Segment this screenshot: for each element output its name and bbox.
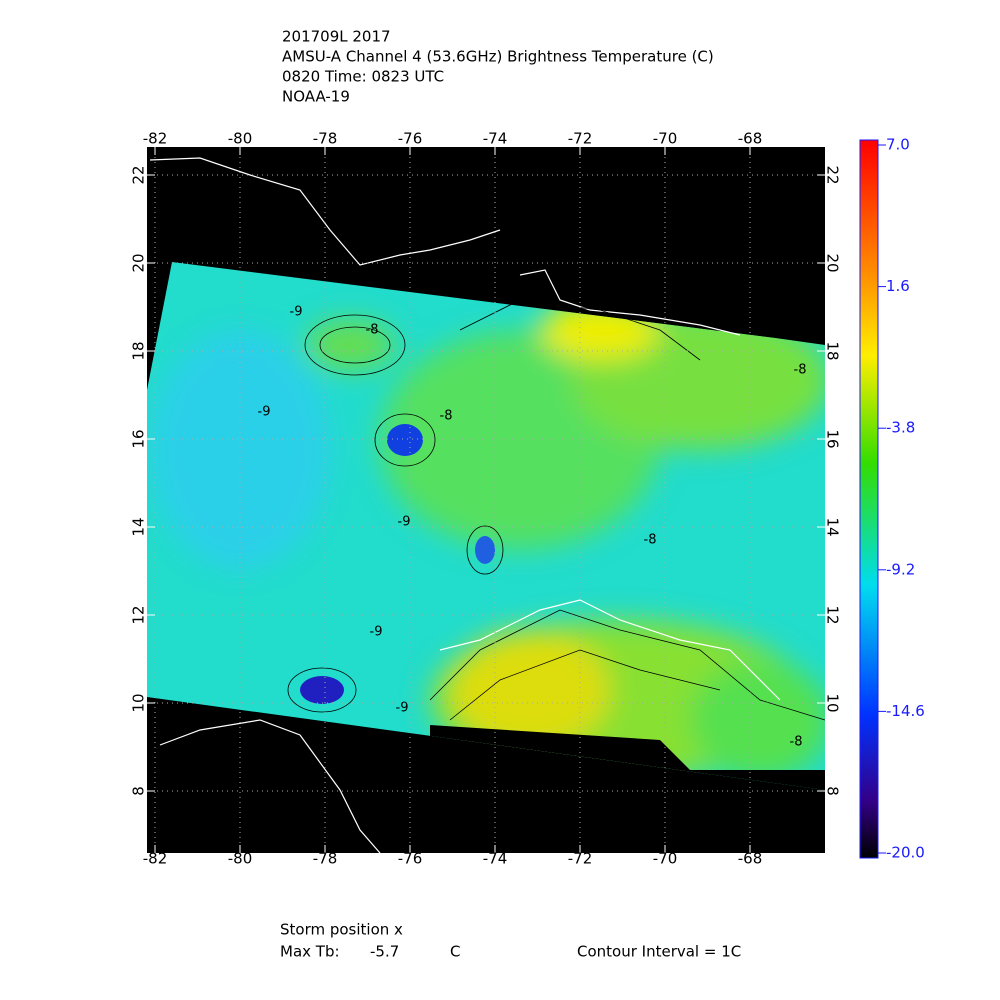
colorbar-label: -9.2 — [886, 560, 915, 578]
lon-label: -72 — [568, 850, 593, 868]
colorbar — [859, 139, 879, 859]
lat-label: 10 — [130, 693, 148, 712]
lat-label: 12 — [130, 605, 148, 624]
lat-label: 8 — [130, 786, 148, 796]
contour-label: -8 — [794, 363, 807, 378]
lon-label: -78 — [313, 850, 338, 868]
header-line: NOAA-19 — [282, 88, 350, 106]
lon-label: -74 — [483, 850, 508, 868]
lon-label: -70 — [653, 850, 678, 868]
max-tb-label: Max Tb: — [280, 943, 340, 961]
contour-label: -8 — [440, 409, 453, 424]
lon-label: -76 — [398, 130, 423, 148]
colorbar-label: -20.0 — [886, 844, 925, 862]
lon-label: -80 — [228, 130, 253, 148]
lat-label: 18 — [824, 341, 842, 360]
colorbar-label: 1.6 — [886, 277, 910, 295]
lat-label: 8 — [824, 786, 842, 796]
lat-label: 14 — [130, 517, 148, 536]
lat-label: 20 — [130, 253, 148, 272]
coastline — [149, 157, 781, 854]
lon-label: -82 — [143, 130, 168, 148]
contour-label: -9 — [290, 305, 303, 320]
header-line: 0820 Time: 0823 UTC — [282, 68, 444, 86]
lon-label: -74 — [483, 130, 508, 148]
lat-label: 16 — [130, 429, 148, 448]
lon-label: -80 — [228, 850, 253, 868]
contour-label: -9 — [258, 405, 271, 420]
lon-label: -78 — [313, 130, 338, 148]
lat-label: 18 — [130, 341, 148, 360]
contour-label: -9 — [396, 701, 409, 716]
lat-label: 22 — [130, 165, 148, 184]
lon-label: -82 — [143, 850, 168, 868]
lat-label: 22 — [824, 165, 842, 184]
lon-label: -68 — [738, 850, 763, 868]
lat-label: 10 — [824, 693, 842, 712]
lat-label: 20 — [824, 253, 842, 272]
lon-label: -70 — [653, 130, 678, 148]
contours — [287, 299, 826, 721]
header-line: AMSU-A Channel 4 (53.6GHz) Brightness Te… — [282, 48, 714, 66]
header-line: 201709L 2017 — [282, 28, 391, 46]
contour-label: -9 — [398, 515, 411, 530]
lon-label: -72 — [568, 130, 593, 148]
colorbar-label: 7.0 — [886, 136, 910, 154]
lat-label: 14 — [824, 517, 842, 536]
colorbar-label: -3.8 — [886, 419, 915, 437]
lon-label: -68 — [738, 130, 763, 148]
contour-label: -8 — [790, 735, 803, 750]
contour-label: -9 — [370, 625, 383, 640]
lat-label: 16 — [824, 429, 842, 448]
lon-label: -76 — [398, 850, 423, 868]
header: 201709L 2017 AMSU-A Channel 4 (53.6GHz) … — [282, 28, 714, 106]
lat-label: 12 — [824, 605, 842, 624]
map: 8 10 12 14 16 18 20 22 -9 -8 -9 -8 -9 -8 -9 -8 -9 -8 — [147, 147, 842, 854]
contour-label: -8 — [644, 533, 657, 548]
footer: Storm position x Max Tb: -5.7 C Contour … — [280, 921, 741, 961]
max-tb-unit: C — [450, 943, 460, 961]
contour-interval: Contour Interval = 1C — [577, 943, 741, 961]
colorbar-label: -14.6 — [886, 702, 925, 720]
max-tb-value: -5.7 — [370, 943, 399, 961]
contour-label: -8 — [366, 323, 379, 338]
storm-position: Storm position x — [280, 921, 403, 939]
